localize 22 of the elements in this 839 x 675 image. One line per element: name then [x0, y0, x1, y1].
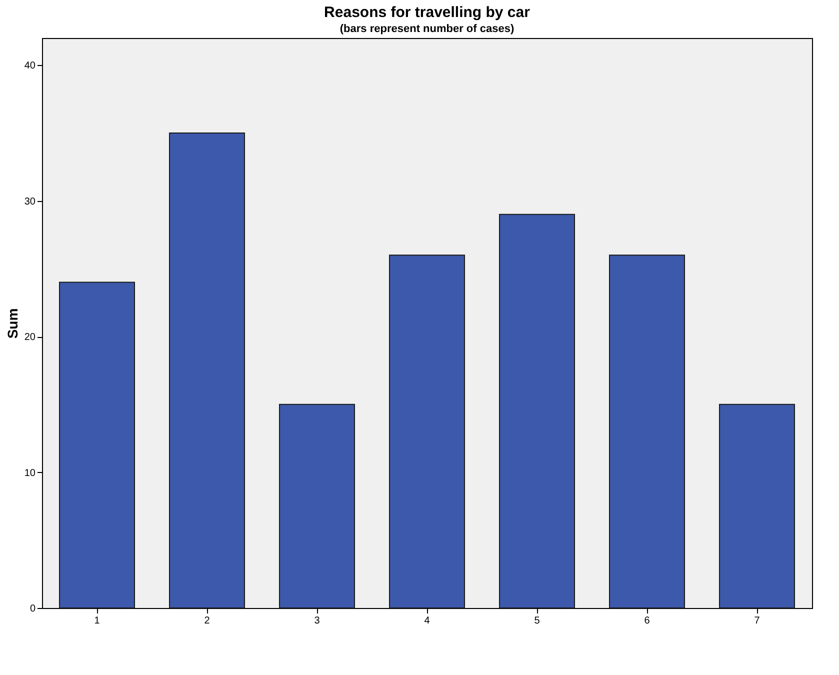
y-tick-label: 0: [30, 604, 36, 614]
y-tick-label: 30: [24, 196, 36, 208]
bar: [59, 282, 135, 608]
bar: [169, 132, 245, 608]
chart-title: Reasons for travelling by car: [324, 4, 530, 21]
x-tick-label: 6: [644, 616, 650, 626]
chart-subtitle: (bars represent number of cases): [340, 23, 514, 35]
x-tick-label: 3: [314, 616, 320, 626]
y-tick-label: 20: [24, 332, 36, 344]
bar: [279, 404, 355, 608]
bar: [499, 214, 575, 608]
bar: [389, 254, 465, 608]
y-tick-label: 10: [24, 468, 36, 479]
bar: [719, 404, 795, 608]
bar: [609, 254, 685, 608]
y-tick-label: 40: [24, 60, 36, 72]
x-tick-label: 5: [534, 616, 540, 626]
x-tick-label: 7: [754, 616, 760, 626]
x-tick-label: 4: [424, 616, 430, 626]
y-axis-title: Sum: [4, 308, 20, 339]
x-tick-label: 2: [204, 616, 210, 626]
x-tick-label: 1: [94, 616, 100, 626]
